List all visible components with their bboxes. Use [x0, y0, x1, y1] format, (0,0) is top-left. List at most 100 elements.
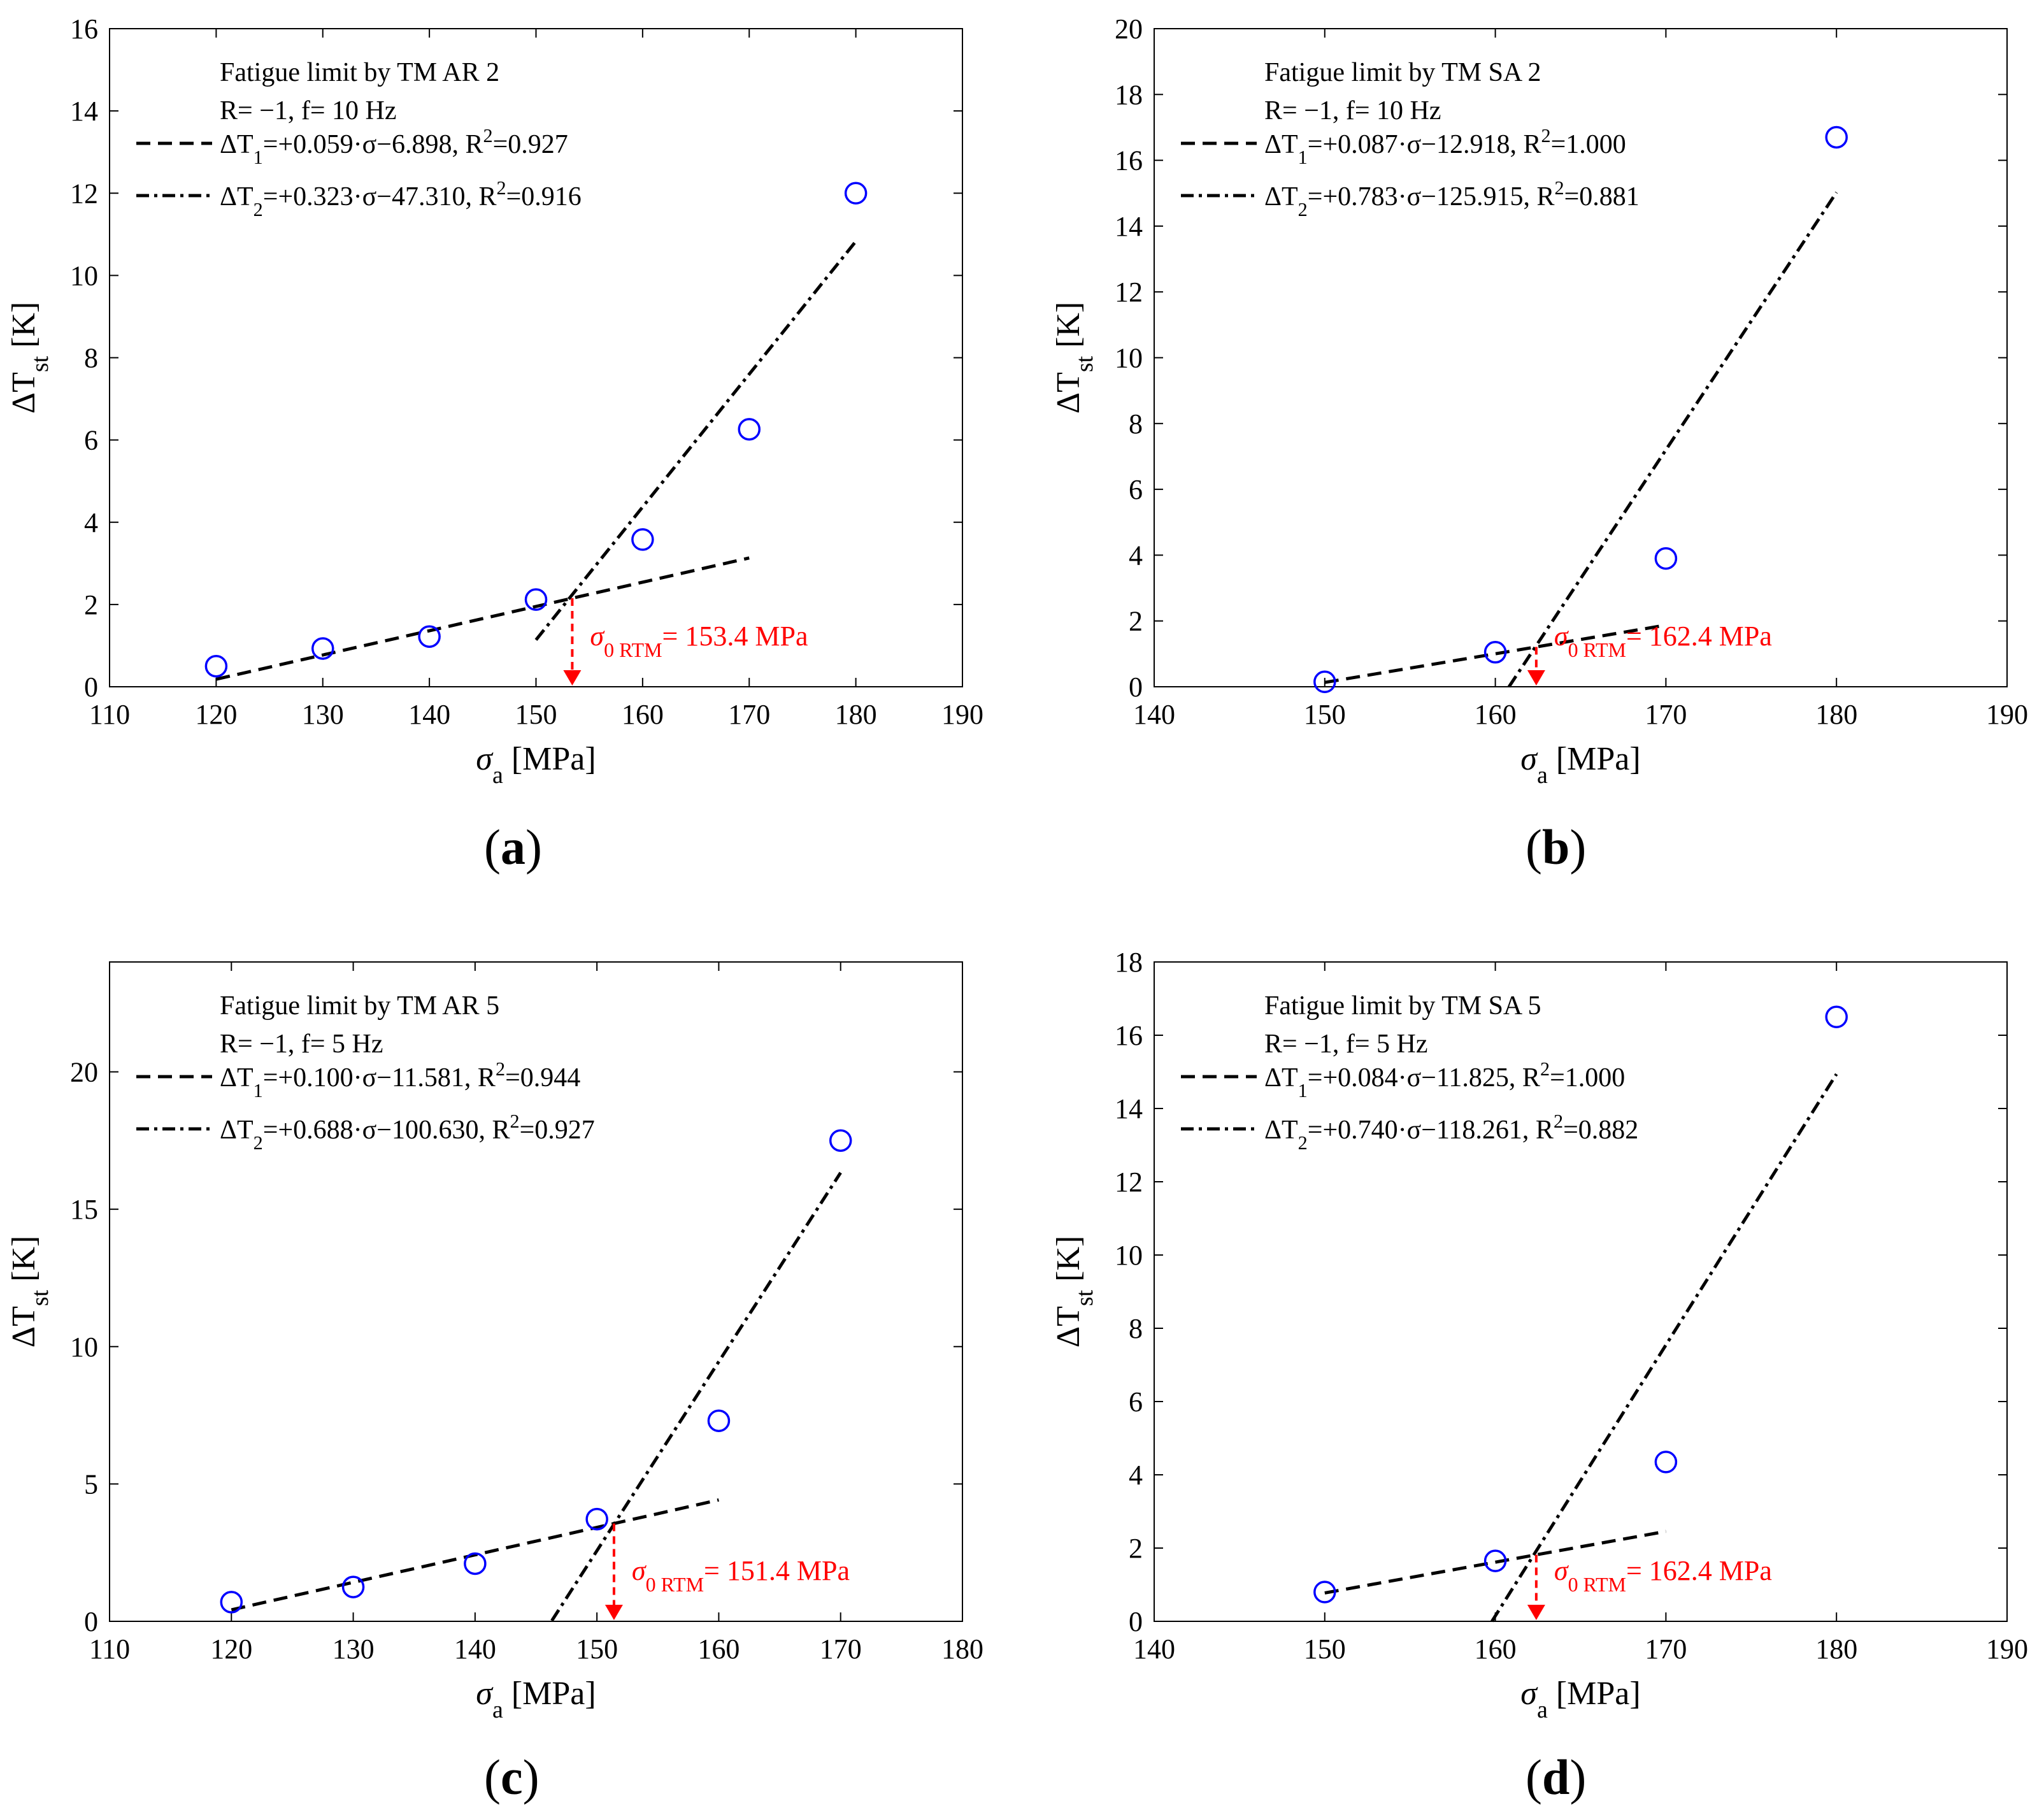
x-tick-label: 150	[576, 1633, 618, 1665]
data-point	[1483, 641, 1507, 664]
x-axis-label: σa [MPa]	[476, 741, 596, 789]
chart-panel-b: 140 150 160 170 180 190 0 2 4 6 8 10 12 14 16 18 20 σa [M…	[1050, 13, 2028, 789]
fit-line-1	[1324, 1530, 1666, 1595]
x-tick-label: 180	[1815, 699, 1857, 730]
fatigue-limit-arrow	[1527, 670, 1545, 685]
y-tick-label: 15	[70, 1194, 98, 1225]
x-axis-label: σa [MPa]	[476, 1675, 596, 1723]
y-tick-label: 14	[70, 96, 98, 127]
legend-fit2: ΔT2=+0.783·σ−125.915, R2=0.881	[1264, 177, 1640, 220]
x-tick-label: 190	[1986, 1633, 2028, 1665]
chart-subtitle: R= −1, f= 10 Hz	[1264, 96, 1441, 126]
x-tick-label: 140	[454, 1633, 496, 1665]
fit-line-2	[534, 240, 857, 641]
y-tick-label: 12	[1115, 276, 1143, 308]
x-tick-label: 190	[941, 699, 983, 730]
x-tick-label: 170	[1645, 699, 1687, 730]
y-tick-label: 0	[1129, 1606, 1143, 1637]
y-tick-label: 2	[84, 589, 98, 621]
y-axis-label: ΔTst [K]	[6, 1236, 54, 1348]
y-tick-label: 0	[1129, 671, 1143, 703]
y-tick-label: 10	[1115, 343, 1143, 374]
y-tick-label: 8	[1129, 1313, 1143, 1344]
x-tick-label: 170	[728, 699, 770, 730]
fatigue-limit-label: σ0 RTM= 162.4 MPa	[1554, 621, 1772, 661]
legend-fit2: ΔT2=+0.688·σ−100.630, R2=0.927	[220, 1110, 595, 1154]
chart-panel-d: 140 150 160 170 180 190 0 2 4 6 8 10 12 14 16 18 σa [MPa…	[1050, 947, 2028, 1723]
fatigue-limit-arrow	[563, 670, 582, 685]
data-point	[341, 1575, 365, 1598]
y-tick-label: 4	[1129, 540, 1143, 571]
fit-line-2	[1507, 191, 1838, 688]
plot-area-frame	[109, 28, 963, 687]
y-tick-label: 4	[1129, 1460, 1143, 1491]
data-point	[829, 1129, 852, 1152]
y-tick-label: 5	[84, 1468, 98, 1500]
legend-fit1: ΔT1=+0.100·σ−11.581, R2=0.944	[220, 1058, 580, 1101]
x-tick-label: 150	[1304, 1633, 1346, 1665]
data-point	[1313, 670, 1336, 694]
x-tick-label: 170	[820, 1633, 862, 1665]
chart-subtitle: R= −1, f= 10 Hz	[220, 96, 397, 126]
fatigue-limit-arrow	[1527, 1605, 1545, 1620]
panel-label-b: (b)	[1526, 819, 1587, 875]
fatigue-limit-arrow	[604, 1605, 623, 1620]
data-point	[585, 1507, 608, 1531]
x-tick-label: 120	[210, 1633, 252, 1665]
x-tick-label: 150	[515, 699, 557, 730]
chart-subtitle: R= −1, f= 5 Hz	[1264, 1029, 1428, 1059]
data-point	[1654, 547, 1678, 570]
legend-fit2: ΔT2=+0.323·σ−47.310, R2=0.916	[220, 177, 582, 220]
y-tick-label: 14	[1115, 211, 1143, 242]
legend-fit1: ΔT1=+0.059·σ−6.898, R2=0.927	[220, 125, 568, 168]
data-point	[311, 637, 334, 660]
x-tick-label: 180	[835, 699, 877, 730]
y-tick-label: 20	[70, 1057, 98, 1088]
x-tick-label: 130	[302, 699, 344, 730]
data-point	[738, 418, 761, 441]
fit-line-2	[1490, 1073, 1838, 1623]
legend-fit1: ΔT1=+0.084·σ−11.825, R2=1.000	[1264, 1058, 1625, 1101]
y-tick-label: 20	[1115, 13, 1143, 45]
plot-area-frame	[109, 961, 963, 1622]
data-point	[1825, 126, 1848, 149]
x-axis-label: σa [MPa]	[1520, 741, 1640, 789]
data-point	[844, 182, 868, 204]
chart-title: Fatigue limit by TM SA 5	[1264, 991, 1541, 1021]
y-tick-label: 0	[84, 671, 98, 703]
y-tick-label: 18	[1115, 947, 1143, 978]
y-tick-label: 6	[1129, 1386, 1143, 1417]
x-tick-label: 160	[1475, 699, 1517, 730]
data-point	[1483, 1549, 1507, 1572]
x-tick-label: 150	[1304, 699, 1346, 730]
data-point	[1313, 1581, 1336, 1603]
data-point	[464, 1552, 487, 1575]
panel-label-a: (a)	[484, 819, 542, 875]
x-tick-label: 120	[195, 699, 237, 730]
y-tick-label: 0	[84, 1606, 98, 1637]
x-axis-label: σa [MPa]	[1520, 1675, 1640, 1723]
y-tick-label: 12	[1115, 1166, 1143, 1198]
x-tick-label: 160	[622, 699, 664, 730]
x-tick-label: 160	[697, 1633, 740, 1665]
y-tick-label: 4	[84, 507, 98, 538]
chart-title: Fatigue limit by TM SA 2	[1264, 58, 1541, 87]
chart-panel-c: 110 120 130 140 150 160 170 180 0 5 10 15 20 σa [MPa]…	[6, 961, 983, 1723]
y-tick-label: 6	[84, 425, 98, 456]
data-point	[707, 1409, 731, 1432]
y-tick-label: 14	[1115, 1093, 1143, 1124]
y-tick-label: 18	[1115, 79, 1143, 110]
y-axis-label: ΔTst [K]	[1050, 302, 1098, 414]
fatigue-limit-label: σ0 RTM= 151.4 MPa	[632, 1555, 850, 1596]
y-tick-label: 16	[70, 13, 98, 45]
data-point	[418, 625, 441, 648]
fit-line-1	[215, 556, 750, 681]
x-tick-label: 170	[1645, 1633, 1687, 1665]
legend-fit2: ΔT2=+0.740·σ−118.261, R2=0.882	[1264, 1110, 1638, 1154]
legend-fit1: ΔT1=+0.087·σ−12.918, R2=1.000	[1264, 125, 1626, 168]
y-tick-label: 12	[70, 178, 98, 209]
y-tick-label: 10	[70, 1331, 98, 1363]
chart-title: Fatigue limit by TM AR 2	[220, 58, 499, 87]
y-tick-label: 16	[1115, 1020, 1143, 1051]
